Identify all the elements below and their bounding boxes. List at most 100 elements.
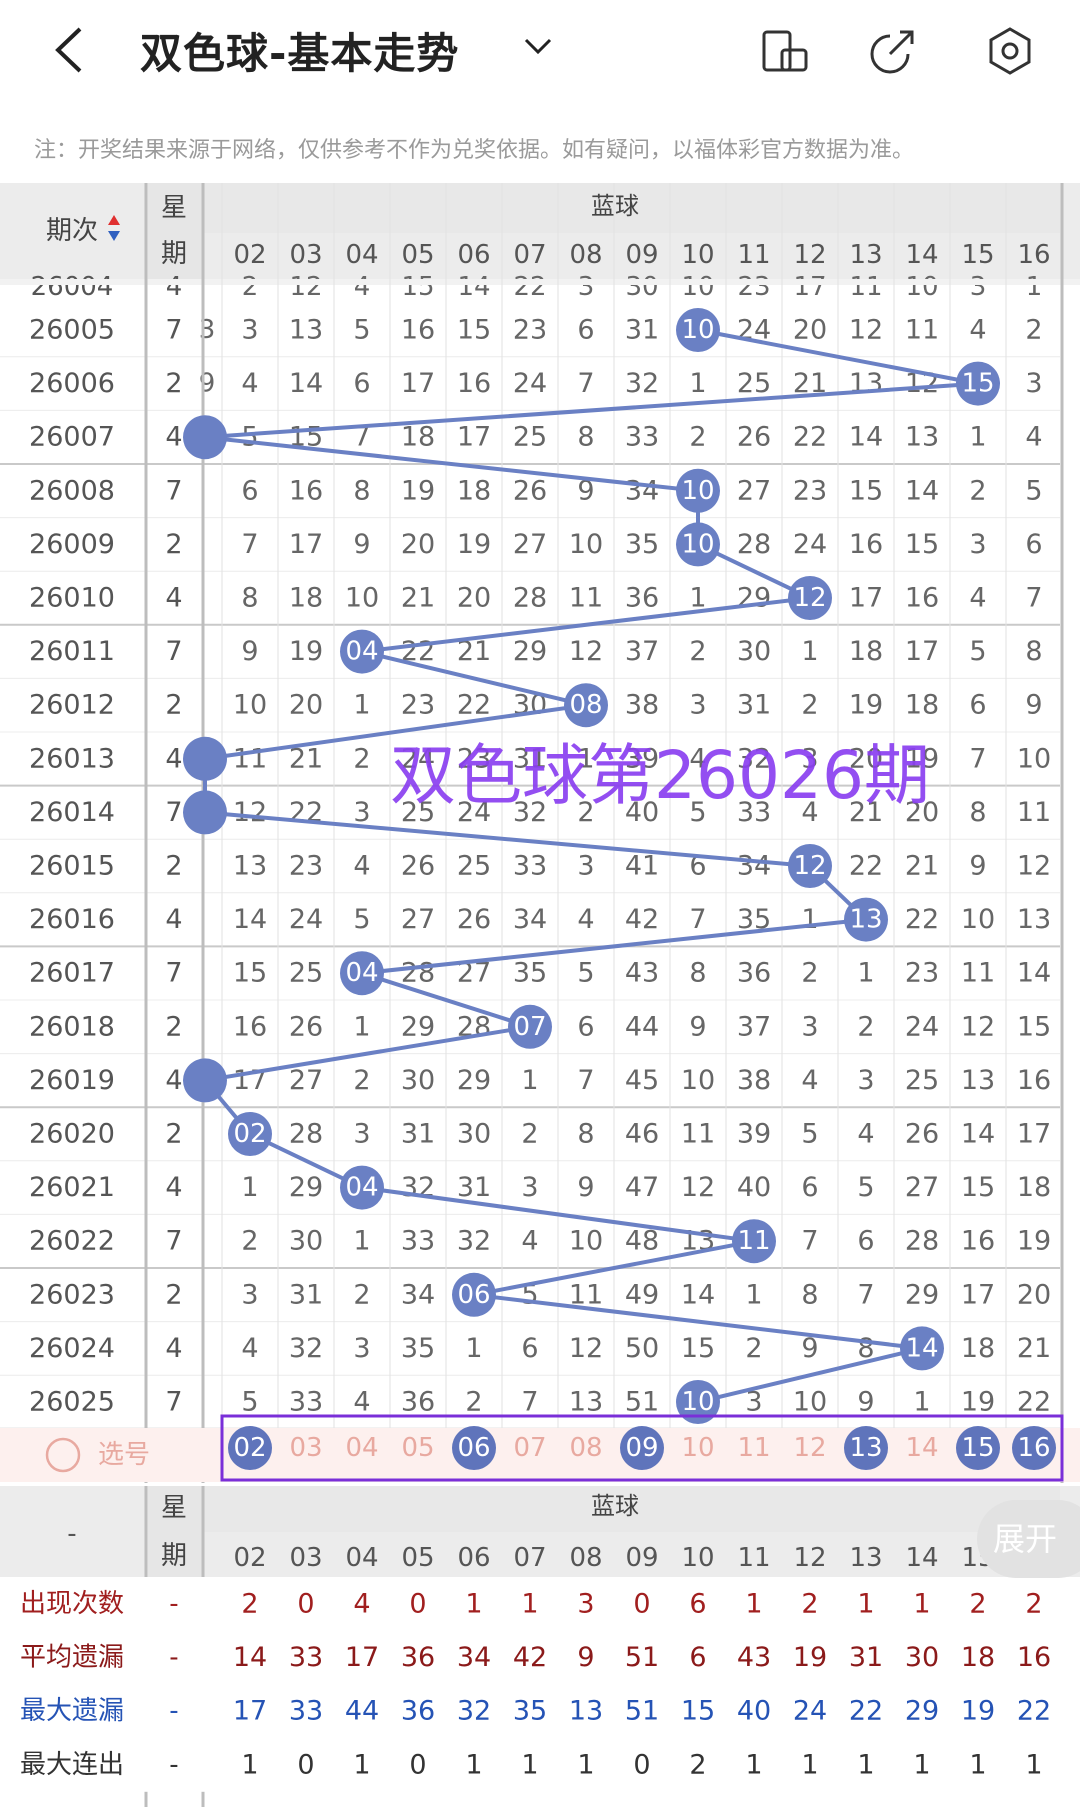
number-cell: 8 [801,1279,818,1310]
number-cell: 11 [1017,797,1051,828]
number-cell: 14 [457,272,490,302]
page-title[interactable]: 双色球-基本走势 [140,20,459,81]
stats-header-week: 星 [161,1493,187,1523]
stats-value: 1 [521,1589,538,1620]
number-cell: 1 [521,1065,538,1096]
stats-value: 1 [1025,1749,1042,1780]
number-cell: 5 [353,904,370,935]
stats-value: 33 [289,1696,323,1727]
number-cell: 7 [577,368,594,399]
number-cell: 44 [625,1011,659,1042]
number-cell: 7 [857,1279,874,1310]
share-icon[interactable] [868,26,918,76]
stats-row-label: 出现次数 [20,1589,124,1619]
number-cell: 2 [689,636,706,667]
number-cell: 16 [905,583,939,614]
pick-number: 08 [569,1433,602,1463]
number-cell: 31 [457,1172,491,1203]
number-cell: 20 [289,690,323,721]
number-cell: 27 [513,529,547,560]
number-cell: 6 [353,368,370,399]
number-cell: 9 [1025,690,1042,721]
pick-number: 13 [849,1433,882,1463]
number-cell: 2 [465,1387,482,1418]
stats-number-header: 14 [905,1543,938,1573]
period-cell: 26005 [29,315,115,346]
number-cell: 36 [737,958,771,989]
number-cell: 2 [353,743,370,774]
number-cell: 27 [289,1065,323,1096]
number-cell: 47 [625,1172,659,1203]
period-cell: 26012 [29,690,115,721]
stats-value: 19 [961,1696,995,1727]
number-cell: 17 [401,368,435,399]
stats-value: 0 [297,1589,314,1620]
number-cell: 13 [1017,904,1051,935]
stats-value: 1 [577,1749,594,1780]
number-cell: 1 [353,1226,370,1257]
stats-value: 2 [1025,1589,1042,1620]
number-cell: 23 [793,475,827,506]
number-cell: 12 [233,797,267,828]
number-cell: 8 [577,1119,594,1150]
number-cell: 5 [241,422,258,453]
expand-button[interactable]: 展开 [977,1500,1080,1578]
number-cell: 28 [401,958,435,989]
number-cell: 11 [681,1119,715,1150]
number-cell: 15 [457,315,491,346]
stats-value: 0 [633,1749,650,1780]
number-cell: 3 [521,1172,538,1203]
number-cell: 29 [905,1279,939,1310]
number-header: 07 [513,240,546,270]
phone-rotate-icon[interactable] [760,26,810,76]
number-cell: 7 [1025,583,1042,614]
stats-value: 0 [409,1589,426,1620]
number-cell: 4 [354,272,371,302]
number-cell: 18 [401,422,435,453]
chevron-down-icon[interactable] [522,34,554,58]
column-header-week: 期 [161,239,187,269]
number-cell: 27 [737,475,771,506]
number-cell: 2 [745,1333,762,1364]
number-cell: 3 [353,1333,370,1364]
number-cell: 26 [289,1011,323,1042]
number-cell: 20 [401,529,435,560]
number-cell: 32 [457,1226,491,1257]
number-cell: 29 [513,636,547,667]
number-cell: 7 [969,743,986,774]
number-cell: 19 [401,475,435,506]
number-cell: 3 [801,1011,818,1042]
stats-value: 16 [1017,1642,1051,1673]
number-cell: 29 [401,1011,435,1042]
pick-number: 12 [793,1433,826,1463]
stats-value: 18 [961,1642,995,1673]
number-cell: 19 [1017,1226,1051,1257]
ball-number: 07 [513,1012,546,1042]
chevron-left-icon[interactable] [50,25,90,75]
header-shadow [0,279,1080,285]
stats-value: 14 [233,1642,267,1673]
number-cell: 12 [681,1172,715,1203]
number-cell: 16 [849,529,883,560]
period-cell: 26004 [31,272,114,302]
number-cell: 18 [849,636,883,667]
number-cell: 22 [457,690,491,721]
stats-value: 2 [969,1589,986,1620]
settings-icon[interactable] [985,26,1035,76]
number-cell: 3 [578,272,595,302]
number-cell: 2 [801,958,818,989]
stats-value: 24 [793,1696,827,1727]
number-cell: 32 [289,1333,323,1364]
period-cell: 26015 [29,851,115,882]
number-cell: 23 [289,851,323,882]
number-cell: 28 [289,1119,323,1150]
stats-value: 19 [793,1642,827,1673]
number-cell: 22 [513,272,546,302]
number-cell: 3 [1025,368,1042,399]
number-cell: 18 [905,690,939,721]
number-cell: 32 [625,368,659,399]
period-cell: 26011 [29,636,115,667]
stats-value: 51 [625,1696,659,1727]
pick-number: 16 [1017,1433,1050,1463]
number-cell: 38 [737,1065,771,1096]
